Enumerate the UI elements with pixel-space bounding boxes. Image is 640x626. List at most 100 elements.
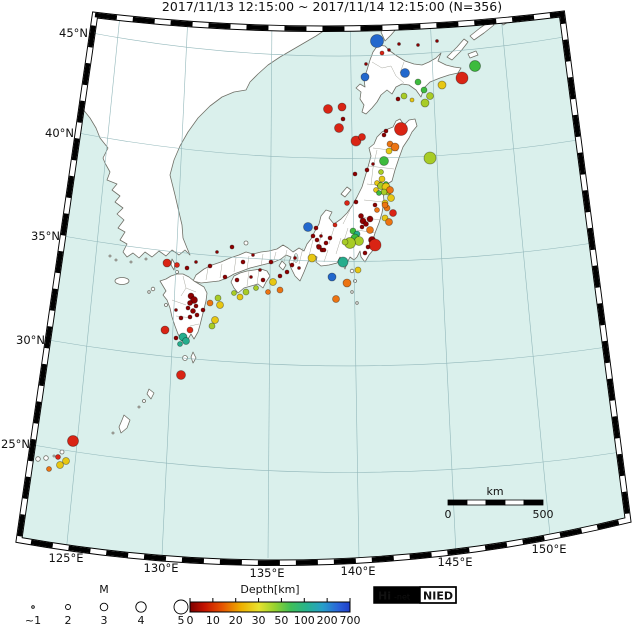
hinet-logo-net: -net: [394, 593, 410, 602]
scale-bar-segment: [447, 499, 468, 506]
jeju-island: [114, 277, 130, 285]
earthquake-dot: [182, 337, 190, 345]
earthquake-dot: [409, 97, 415, 103]
earthquake-dot: [174, 262, 180, 268]
goto-island: [150, 286, 156, 292]
earthquake-dot: [208, 322, 216, 330]
hinet-nied-logo: Hi -net NIED: [373, 586, 457, 604]
earthquake-dot: [284, 269, 290, 275]
lat-label: 25°N: [1, 437, 30, 451]
earthquake-dot: [368, 238, 382, 252]
earthquake-dot: [341, 238, 349, 246]
earthquake-dot: [359, 224, 365, 230]
goto-island-2: [147, 290, 151, 294]
earthquake-dot: [215, 250, 219, 254]
izu-island-2: [353, 279, 357, 283]
earthquake-dot: [416, 43, 420, 47]
kyushu-island: [159, 273, 208, 342]
earthquake-dot: [358, 213, 364, 219]
magnitude-legend-circle: [173, 599, 189, 615]
tsushima-island: [170, 258, 176, 271]
earthquake-dot: [276, 286, 284, 294]
earthquake-dot: [323, 240, 329, 246]
earthquake-dot: [193, 303, 199, 309]
earthquake-dot: [364, 62, 368, 66]
izu-island-1: [349, 268, 355, 274]
earthquake-dot: [190, 308, 196, 314]
earthquake-dot: [383, 128, 389, 134]
oki-island: [243, 240, 249, 246]
etorofu-island: [469, 20, 495, 41]
earthquake-dot: [231, 290, 237, 296]
awaji-island: [278, 260, 287, 271]
lat-label: 30°N: [16, 333, 45, 347]
earthquake-dot: [258, 268, 262, 272]
meridian-145e: [429, 14, 457, 555]
miyako-island: [59, 449, 65, 455]
lat-label: 35°N: [31, 229, 60, 243]
scale-unit-label: km: [486, 485, 503, 498]
earthquake-dot: [251, 253, 255, 257]
earthquake-dot: [253, 285, 259, 291]
earthquake-dot: [327, 235, 333, 241]
magnitude-legend-circle: [99, 602, 109, 612]
earthquake-dot: [200, 307, 206, 313]
magnitude-legend-circle: [135, 601, 147, 613]
earthquake-dot: [353, 199, 359, 205]
meridian-135e: [267, 14, 273, 559]
izu-island-4: [355, 301, 359, 305]
map-frame: [15, 10, 632, 566]
depth-colorbar: [189, 601, 351, 613]
earthquake-dot: [293, 256, 297, 260]
kerama-island: [111, 431, 115, 435]
earthquake-dot: [242, 288, 250, 296]
magnitude-legend-circle: [65, 604, 71, 610]
earthquake-dot: [380, 188, 388, 196]
korea-islet-1: [108, 254, 112, 258]
korea-islet-3: [129, 260, 133, 264]
tarama-island: [52, 454, 56, 458]
tokunoshima-island: [142, 399, 146, 403]
earthquake-dot: [363, 221, 369, 227]
earthquake-dot: [372, 202, 378, 208]
earthquake-dot: [379, 50, 385, 56]
sado-island: [340, 186, 352, 198]
earthquake-dot: [211, 316, 219, 324]
earthquake-dot: [297, 266, 301, 270]
hokkaido-island: [355, 44, 462, 115]
earthquake-dot: [249, 275, 253, 279]
earthquake-dot: [435, 39, 439, 43]
hinet-logo-hi: Hi: [378, 590, 391, 603]
earthquake-dot: [321, 247, 327, 253]
scale-bar-segment: [504, 499, 525, 506]
depth-legend: Depth[km] 0 10 20 30 50 100 200 700: [187, 583, 361, 626]
scale-end-label: 500: [533, 508, 554, 521]
continent-coastline: [79, 14, 345, 259]
depth-tick-label: 200: [317, 614, 338, 626]
earthquake-dot: [234, 277, 240, 283]
logo-outer-border: [373, 586, 457, 604]
lon-label: 140°E: [341, 564, 376, 578]
earthquake-dot: [354, 266, 362, 274]
earthquake-dot: [386, 186, 394, 194]
earthquake-dot: [397, 42, 401, 46]
earthquake-dot: [352, 171, 358, 177]
earthquake-dot: [186, 326, 194, 334]
depth-tick-label: 700: [340, 614, 361, 626]
earthquake-dot: [222, 274, 228, 280]
earthquake-dot: [365, 244, 371, 250]
graticule: [32, 14, 622, 561]
earthquake-dot: [216, 301, 224, 309]
earthquake-dot: [469, 60, 481, 72]
earthquake-dot: [394, 122, 408, 136]
depth-legend-title: Depth[km]: [240, 583, 299, 596]
earthquake-dot: [400, 68, 410, 78]
earthquake-dot: [319, 234, 323, 238]
earthquake-dot: [323, 104, 333, 114]
magnitude-legend-circle: [31, 605, 35, 609]
earthquake-dot: [378, 175, 386, 183]
earthquake-dot: [56, 461, 64, 469]
earthquake-dot: [313, 225, 319, 231]
hinet-logo-box: [374, 587, 420, 603]
